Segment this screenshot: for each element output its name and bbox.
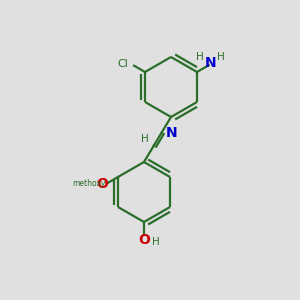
Text: H: H [152, 237, 159, 247]
Text: H: H [218, 52, 225, 62]
Text: O: O [97, 177, 109, 191]
Text: H: H [196, 52, 204, 62]
Text: O: O [138, 233, 150, 247]
Text: N: N [205, 56, 217, 70]
Text: H: H [141, 134, 149, 144]
Text: N: N [165, 126, 177, 140]
Text: Cl: Cl [118, 59, 129, 69]
Text: methoxy: methoxy [72, 179, 105, 188]
